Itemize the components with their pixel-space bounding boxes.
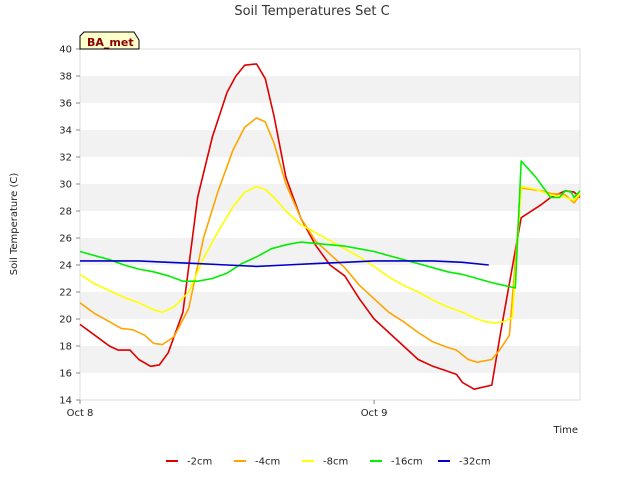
series-line-32cm: [80, 260, 489, 268]
y-axis-label: Soil Temperature (C): [9, 173, 20, 276]
y-tick-label: 34: [59, 126, 72, 137]
y-tick-label: 32: [59, 153, 72, 164]
grid-band: [80, 211, 580, 238]
x-axis-label: Time: [553, 425, 578, 436]
legend-label: -8cm: [323, 457, 348, 468]
legend-label: -4cm: [255, 457, 280, 468]
series-line-2cm: [79, 63, 581, 391]
y-tick-label: 40: [59, 45, 72, 56]
x-tick-label: Oct 9: [361, 408, 388, 419]
chart-title: Soil Temperatures Set C: [234, 4, 389, 19]
badge-label: BA_met: [87, 36, 134, 49]
grid-bands: [80, 49, 580, 400]
y-tick-label: 14: [59, 396, 72, 407]
y-tick-label: 20: [59, 315, 72, 326]
grid-band: [80, 49, 580, 76]
grid-band: [80, 76, 580, 103]
y-tick-label: 16: [59, 369, 72, 380]
y-tick-label: 18: [59, 342, 72, 353]
y-tick-label: 30: [59, 180, 72, 191]
y-axis-ticks: 14 16 18 20 22 24 26 28 30 32 34 36 38 40: [59, 45, 80, 407]
grid-band: [80, 292, 580, 319]
legend-label: -32cm: [459, 457, 491, 468]
grid-band: [80, 265, 580, 292]
series-line-16cm: [79, 160, 581, 289]
y-tick-label: 24: [59, 261, 72, 272]
y-tick-label: 38: [59, 72, 72, 83]
grid-band: [80, 184, 580, 211]
grid-band: [80, 346, 580, 373]
site-badge: BA_met: [79, 31, 140, 50]
legend-label: -16cm: [391, 457, 423, 468]
x-axis-ticks: Oct 8 Oct 9: [67, 400, 388, 419]
series-lines: [79, 63, 581, 391]
badge-shape: [79, 31, 140, 50]
grid-band: [80, 103, 580, 130]
y-tick-label: 28: [59, 207, 72, 218]
legend: -2cm -4cm -8cm -16cm -32cm: [166, 457, 491, 468]
grid-band: [80, 373, 580, 400]
series-line-4cm: [79, 117, 581, 364]
x-tick-label: Oct 8: [67, 408, 94, 419]
y-tick-label: 22: [59, 288, 72, 299]
grid-band: [80, 130, 580, 157]
y-tick-label: 26: [59, 234, 72, 245]
y-tick-label: 36: [59, 99, 72, 110]
plot-area: [79, 48, 581, 401]
grid-band: [80, 238, 580, 265]
grid-band: [80, 157, 580, 184]
legend-label: -2cm: [187, 457, 212, 468]
